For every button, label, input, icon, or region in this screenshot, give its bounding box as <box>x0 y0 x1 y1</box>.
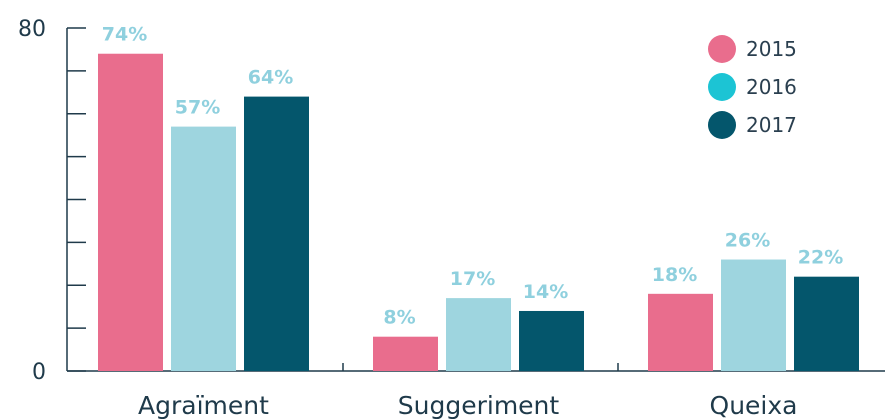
bar <box>171 126 236 371</box>
x-tick-label: Suggeriment <box>398 391 560 419</box>
bar <box>244 96 309 371</box>
y-tick-label: 0 <box>32 360 46 385</box>
bar <box>446 298 511 371</box>
y-tick-label: 80 <box>18 17 46 42</box>
data-label: 18% <box>652 264 697 286</box>
x-tick-label: Agraïment <box>138 391 269 419</box>
bar <box>794 276 859 371</box>
legend-marker <box>708 111 736 139</box>
data-label: 74% <box>102 24 147 46</box>
bar <box>98 53 163 371</box>
legend-label: 2016 <box>746 75 797 99</box>
data-labels: 74% 57% 64% 8% 17% 14% 18% 26% 22% <box>102 24 843 329</box>
bar <box>519 310 584 371</box>
data-label: 22% <box>798 247 843 269</box>
bar <box>373 336 438 371</box>
legend: 2015 2016 2017 <box>708 35 797 139</box>
data-label: 8% <box>383 307 415 329</box>
legend-label: 2015 <box>746 37 797 61</box>
data-label: 14% <box>523 281 568 303</box>
legend-marker <box>708 35 736 63</box>
legend-label: 2017 <box>746 113 797 137</box>
x-tick-label: Queixa <box>710 391 798 419</box>
category-labels: Agraïment Suggeriment Queixa <box>138 391 797 419</box>
data-label: 17% <box>450 268 495 290</box>
bar <box>721 259 786 371</box>
data-label: 26% <box>725 230 770 252</box>
data-label: 57% <box>175 97 220 119</box>
bars <box>98 53 859 371</box>
legend-marker <box>708 73 736 101</box>
data-label: 64% <box>248 67 293 89</box>
bar <box>648 293 713 371</box>
